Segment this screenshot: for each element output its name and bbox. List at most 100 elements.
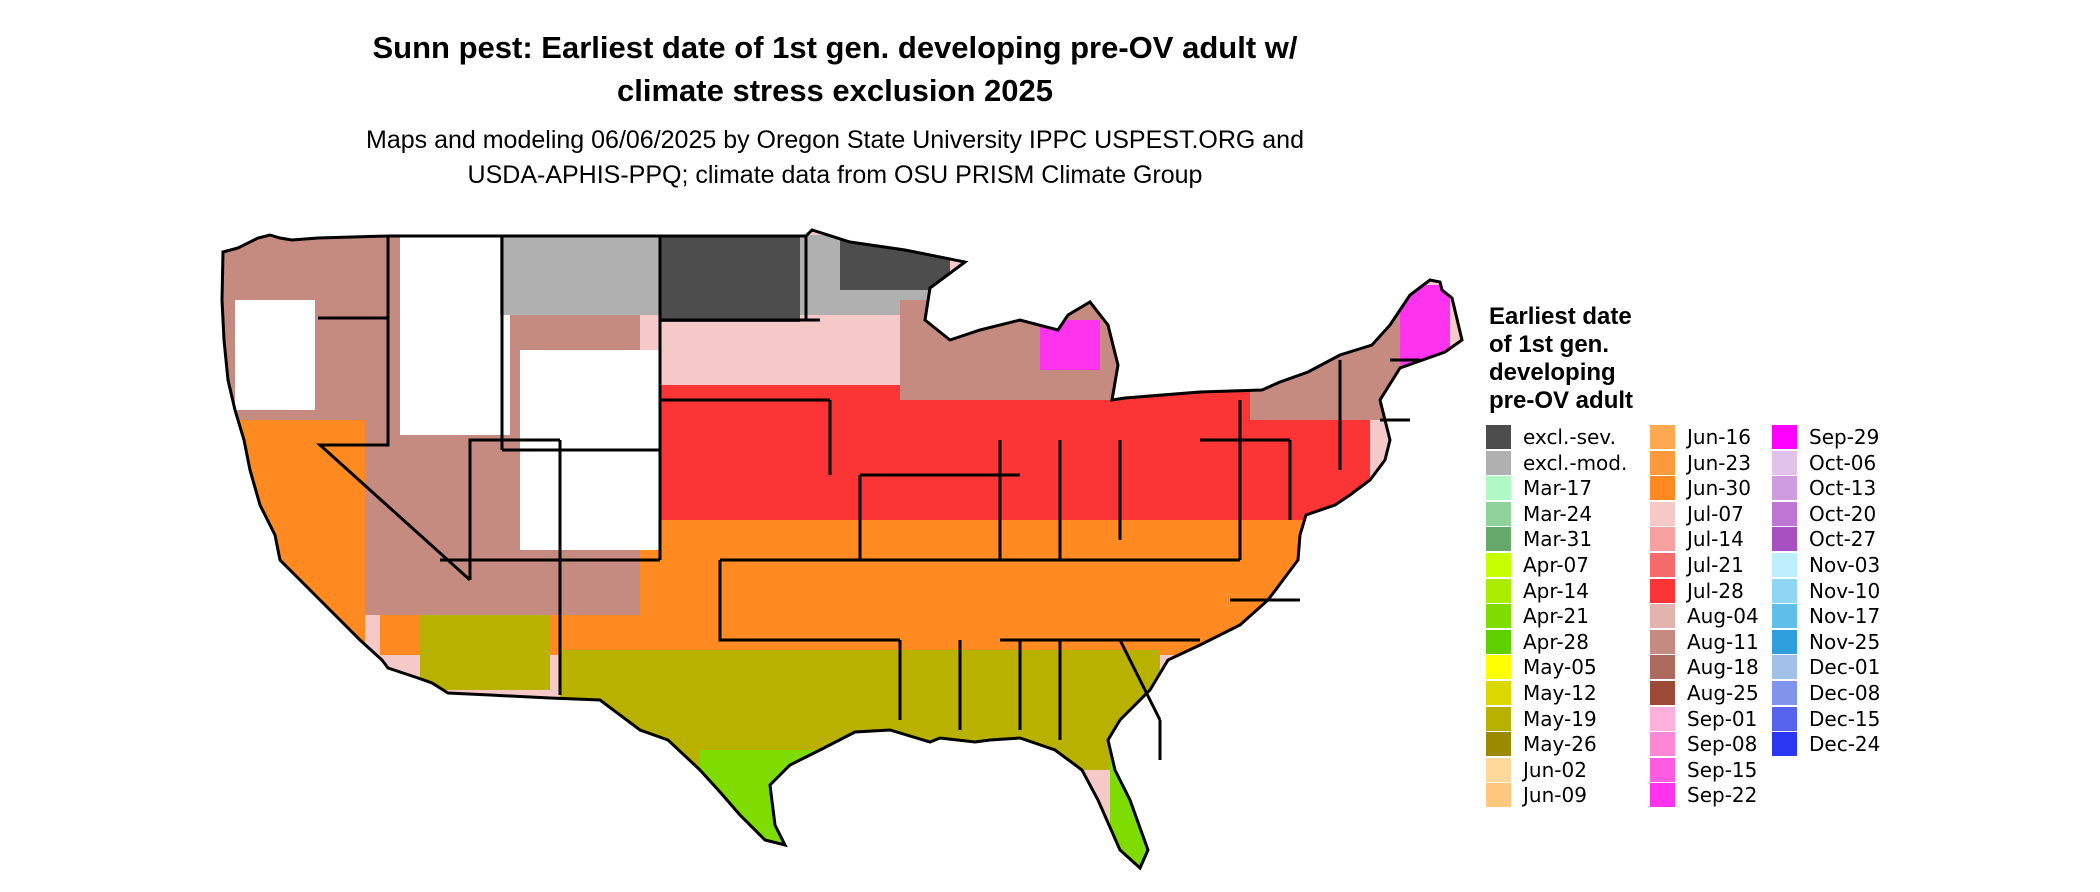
legend-title-line-3: developing — [1489, 359, 1616, 386]
legend-label: Jun-23 — [1687, 450, 1751, 475]
legend-swatch — [1486, 655, 1511, 680]
region-west-unsuitable-1 — [400, 235, 510, 435]
legend-label: excl.-sev. — [1523, 425, 1616, 449]
legend-label: Jul-14 — [1687, 527, 1744, 552]
legend-swatch — [1486, 425, 1511, 449]
legend-label: Nov-17 — [1809, 604, 1881, 629]
legend-label: Aug-25 — [1687, 680, 1759, 705]
legend-swatch — [1486, 757, 1511, 782]
legend-swatch — [1772, 680, 1797, 705]
legend-swatch — [1650, 604, 1675, 629]
legend-label: Oct-06 — [1809, 450, 1877, 475]
legend-label: Oct-20 — [1809, 501, 1877, 526]
legend-swatch — [1650, 732, 1675, 757]
region-gulf — [560, 650, 1160, 770]
legend-swatch — [1772, 425, 1797, 449]
region-northern-plains-severe — [660, 232, 800, 322]
legend-label: Aug-18 — [1687, 655, 1759, 680]
legend-label: May-26 — [1523, 732, 1597, 757]
legend-swatch — [1650, 655, 1675, 680]
region-west-unsuitable-3 — [235, 300, 315, 410]
legend-swatch — [1650, 476, 1675, 501]
legend-title-line-1: Earliest date — [1489, 303, 1632, 330]
legend-swatch — [1486, 706, 1511, 731]
legend-label: Dec-01 — [1809, 655, 1881, 680]
legend-swatch — [1486, 629, 1511, 654]
legend-swatch — [1772, 450, 1797, 475]
legend-label: Jun-02 — [1523, 757, 1587, 782]
legend-swatch — [1650, 680, 1675, 705]
legend-label: Nov-25 — [1809, 629, 1881, 654]
legend-swatch — [1650, 783, 1675, 808]
legend-label: Apr-07 — [1523, 552, 1589, 577]
legend-swatch — [1772, 501, 1797, 526]
legend-swatch — [1650, 425, 1675, 449]
map-title-line-1: Sunn pest: Earliest date of 1st gen. dev… — [372, 30, 1298, 65]
legend-swatch — [1650, 450, 1675, 475]
legend-label: Dec-24 — [1809, 732, 1881, 757]
legend-swatch — [1772, 629, 1797, 654]
legend-label: Dec-15 — [1809, 706, 1881, 731]
legend-swatch — [1772, 527, 1797, 552]
legend-swatch — [1486, 527, 1511, 552]
legend-swatch — [1486, 783, 1511, 808]
legend-swatch — [1772, 706, 1797, 731]
legend-swatch — [1772, 476, 1797, 501]
legend-label: excl.-mod. — [1523, 450, 1628, 475]
legend-label: Aug-04 — [1687, 604, 1759, 629]
legend-title: Earliest date of 1st gen. developing pre… — [1489, 303, 1689, 415]
map-subtitle-line-1: Maps and modeling 06/06/2025 by Oregon S… — [366, 126, 1304, 154]
legend-label: May-19 — [1523, 706, 1597, 731]
legend-swatch — [1772, 655, 1797, 680]
legend-label: Apr-21 — [1523, 604, 1589, 629]
legend-swatch — [1650, 578, 1675, 603]
legend-label: Aug-11 — [1687, 629, 1759, 654]
legend-label: Mar-31 — [1523, 527, 1593, 552]
legend-label: Apr-14 — [1523, 578, 1589, 603]
boundary-lines — [316, 236, 1420, 760]
legend-label: Nov-10 — [1809, 578, 1881, 603]
legend-swatch — [1486, 450, 1511, 475]
legend-label: May-12 — [1523, 680, 1597, 705]
map-title-line-2: climate stress exclusion 2025 — [617, 73, 1053, 108]
legend-label: Sep-29 — [1809, 425, 1880, 449]
legend-swatch — [1650, 501, 1675, 526]
legend-swatch — [1772, 604, 1797, 629]
legend-swatch — [1486, 732, 1511, 757]
legend-label: Mar-24 — [1523, 501, 1593, 526]
legend-label: Jun-16 — [1687, 425, 1751, 449]
legend-label: Oct-27 — [1809, 527, 1877, 552]
legend-swatch — [1486, 501, 1511, 526]
legend-label: Mar-17 — [1523, 476, 1593, 501]
legend-swatch — [1486, 604, 1511, 629]
legend-label: Apr-28 — [1523, 629, 1589, 654]
legend-swatch — [1772, 578, 1797, 603]
legend-swatch — [1486, 552, 1511, 577]
map-subtitle: Maps and modeling 06/06/2025 by Oregon S… — [240, 123, 1430, 193]
legend-swatch — [1772, 732, 1797, 757]
legend-swatch — [1486, 680, 1511, 705]
legend-swatch — [1650, 527, 1675, 552]
legend-label: Jul-07 — [1687, 501, 1744, 526]
legend-label: Sep-01 — [1687, 706, 1758, 731]
legend-label: Jun-30 — [1687, 476, 1751, 501]
legend-label: Sep-15 — [1687, 757, 1758, 782]
legend-label: Oct-13 — [1809, 476, 1877, 501]
map-subtitle-line-2: USDA-APHIS-PPQ; climate data from OSU PR… — [467, 161, 1203, 189]
legend-label: Sep-22 — [1687, 783, 1758, 808]
map-fill-layers — [222, 230, 1462, 868]
legend-swatch — [1486, 476, 1511, 501]
legend-swatch — [1650, 552, 1675, 577]
legend-swatch — [1650, 757, 1675, 782]
legend-label: Jul-28 — [1687, 578, 1744, 603]
legend-label: Nov-03 — [1809, 552, 1881, 577]
legend-swatch — [1650, 706, 1675, 731]
legend-label: Jun-09 — [1523, 783, 1587, 808]
legend-title-line-4: pre-OV adult — [1489, 387, 1634, 414]
state-boundaries — [220, 228, 1464, 870]
legend-swatch — [1650, 629, 1675, 654]
region-texas-south — [700, 750, 820, 860]
legend-swatch — [1772, 552, 1797, 577]
legend-title-line-2: of 1st gen. — [1489, 331, 1610, 358]
